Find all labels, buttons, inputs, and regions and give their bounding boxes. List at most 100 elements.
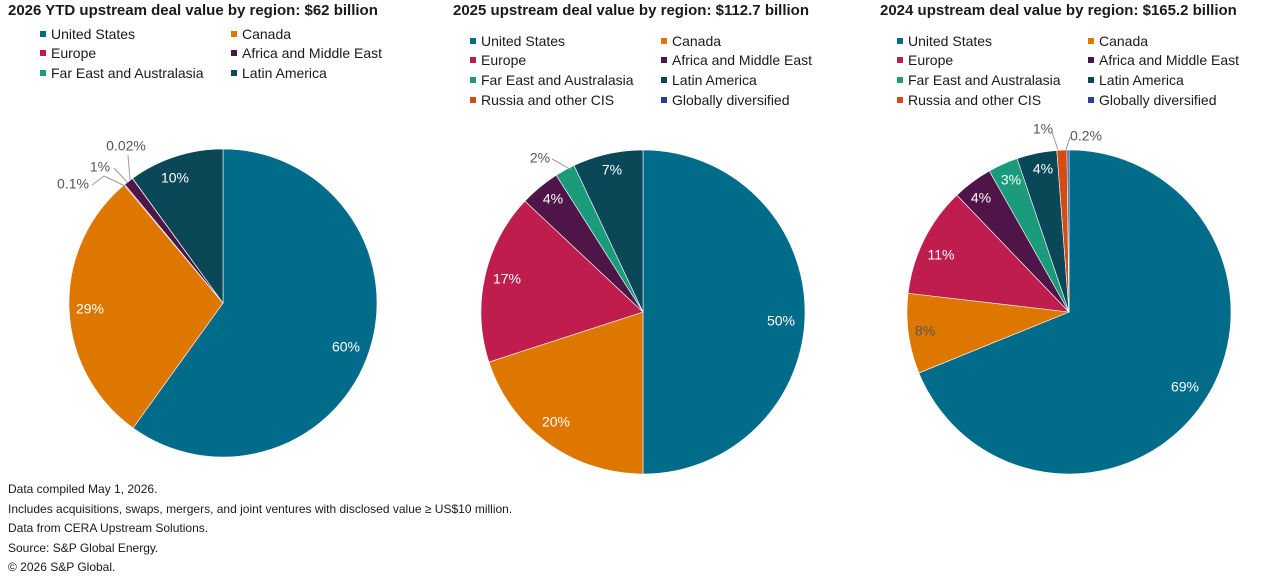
legend-label: Russia and other CIS <box>908 91 1042 108</box>
pie-data-label: 4% <box>971 190 991 206</box>
legend-item: Globally diversified <box>1088 90 1258 110</box>
legend-item: Far East and Australasia <box>897 70 1088 90</box>
pie-1: 50% 20% 17% 4% 2% 7% <box>480 149 806 475</box>
footnote-compiled: Data compiled May 1, 2026. <box>8 482 158 496</box>
pie-data-label: 7% <box>602 162 622 178</box>
legend-swatch <box>231 30 237 37</box>
footnote-source: Source: S&P Global Energy. <box>8 540 159 555</box>
label-leader-line <box>1065 136 1071 151</box>
legend-item: United States <box>40 24 231 44</box>
pie-slice <box>488 311 644 475</box>
legend-swatch <box>231 69 237 76</box>
legend-label: United States <box>908 32 993 49</box>
pie-data-label: 11% <box>928 247 955 263</box>
legend-label: Far East and Australasia <box>51 64 204 81</box>
label-leader-line <box>127 154 131 181</box>
footnote-includes: Includes acquisitions, swaps, mergers, a… <box>8 501 513 516</box>
legend-2025: United States Canada Europe Africa and Midd… <box>470 31 831 109</box>
pie-0: 60% 29% 0.1%1% 0.02% 10% <box>57 138 378 458</box>
legend-2026: United States Canada Europe Africa and Midd… <box>40 24 401 83</box>
legend-swatch <box>661 57 667 64</box>
pie-data-label: 17% <box>493 271 521 287</box>
pie-slice <box>918 149 1232 475</box>
pie-data-label: 0.2% <box>1070 128 1102 144</box>
pie-data-label: 20% <box>542 414 570 430</box>
legend-swatch <box>470 76 476 83</box>
label-leader-line <box>91 175 126 187</box>
legend-item: United States <box>470 31 661 51</box>
legend-label: Canada <box>672 32 722 49</box>
legend-label: Globally diversified <box>1099 91 1217 108</box>
pie-data-label: 69% <box>1171 379 1199 395</box>
legend-swatch <box>897 57 903 64</box>
legend-swatch <box>1088 96 1094 103</box>
footnote-copyright: © 2026 S&P Global. <box>8 560 116 575</box>
legend-item: Russia and other CIS <box>470 90 661 110</box>
legend-label: Africa and Middle East <box>242 45 383 62</box>
legend-label: Far East and Australasia <box>481 71 634 88</box>
legend-swatch <box>661 76 667 83</box>
pie-data-label: 2% <box>530 150 550 166</box>
legend-swatch <box>897 37 903 44</box>
legend-item: Europe <box>470 51 661 71</box>
legend-swatch <box>1088 37 1094 44</box>
legend-label: Latin America <box>1099 71 1184 88</box>
pie-data-label: 8% <box>915 323 935 339</box>
legend-label: Europe <box>908 52 954 69</box>
pie-data-label: 1% <box>1033 121 1053 137</box>
legend-item: Far East and Australasia <box>40 63 231 83</box>
legend-item: Canada <box>1088 31 1258 51</box>
pie-slice <box>132 148 224 304</box>
legend-label: Europe <box>51 45 97 62</box>
pie-2: 69% 8% 11% 4% 3% 4% 1% 0.2% <box>906 121 1232 475</box>
legend-item: Globally diversified <box>661 90 831 110</box>
chart-title-2025: 2025 upstream deal value by region: $112… <box>453 2 809 19</box>
legend-label: Canada <box>1099 32 1149 49</box>
footnote-data-source: Data from CERA Upstream Solutions. <box>8 521 209 536</box>
legend-item: Russia and other CIS <box>897 90 1088 110</box>
legend-item: Europe <box>40 44 231 64</box>
pie-slice <box>573 149 644 313</box>
legend-item: Latin America <box>231 63 401 83</box>
legend-item: Far East and Australasia <box>470 70 661 90</box>
pie-data-label: 0.02% <box>106 138 146 154</box>
legend-swatch <box>661 96 667 103</box>
pie-data-label: 3% <box>1001 172 1021 188</box>
legend-label: Africa and Middle East <box>672 52 813 69</box>
legend-label: Canada <box>242 25 292 42</box>
label-leader-line <box>113 167 129 184</box>
legend-swatch <box>470 96 476 103</box>
legend-swatch <box>40 50 46 57</box>
pie-slice <box>480 200 644 363</box>
pie-data-label: 0.1% <box>57 176 89 192</box>
legend-swatch <box>40 30 46 37</box>
legend-swatch <box>231 50 237 57</box>
legend-item: Latin America <box>661 70 831 90</box>
legend-item: Africa and Middle East <box>1088 51 1258 71</box>
footnotes: Data compiled May 1, 2026. Includes acqu… <box>8 480 512 578</box>
legend-2024: United States Canada Europe Africa and Midd… <box>897 31 1258 109</box>
pie-data-label: 10% <box>161 170 189 186</box>
legend-swatch <box>470 57 476 64</box>
legend-item: Europe <box>897 51 1088 71</box>
legend-label: Latin America <box>672 71 757 88</box>
pie-data-label: 29% <box>76 301 104 317</box>
legend-label: Europe <box>481 52 527 69</box>
legend-label: Far East and Australasia <box>908 71 1061 88</box>
legend-swatch <box>1088 76 1094 83</box>
pie-data-label: 4% <box>1033 161 1053 177</box>
pie-slice <box>642 149 806 475</box>
legend-item: Canada <box>231 24 401 44</box>
legend-swatch <box>897 96 903 103</box>
legend-item: United States <box>897 31 1088 51</box>
legend-item: Latin America <box>1088 70 1258 90</box>
legend-item: Africa and Middle East <box>231 44 401 64</box>
legend-item: Canada <box>661 31 831 51</box>
legend-label: Globally diversified <box>672 91 790 108</box>
legend-swatch <box>40 69 46 76</box>
legend-swatch <box>470 37 476 44</box>
legend-label: Africa and Middle East <box>1099 52 1240 69</box>
legend-swatch <box>1088 57 1094 64</box>
label-leader-line <box>1051 131 1059 151</box>
pie-slice <box>68 184 224 429</box>
